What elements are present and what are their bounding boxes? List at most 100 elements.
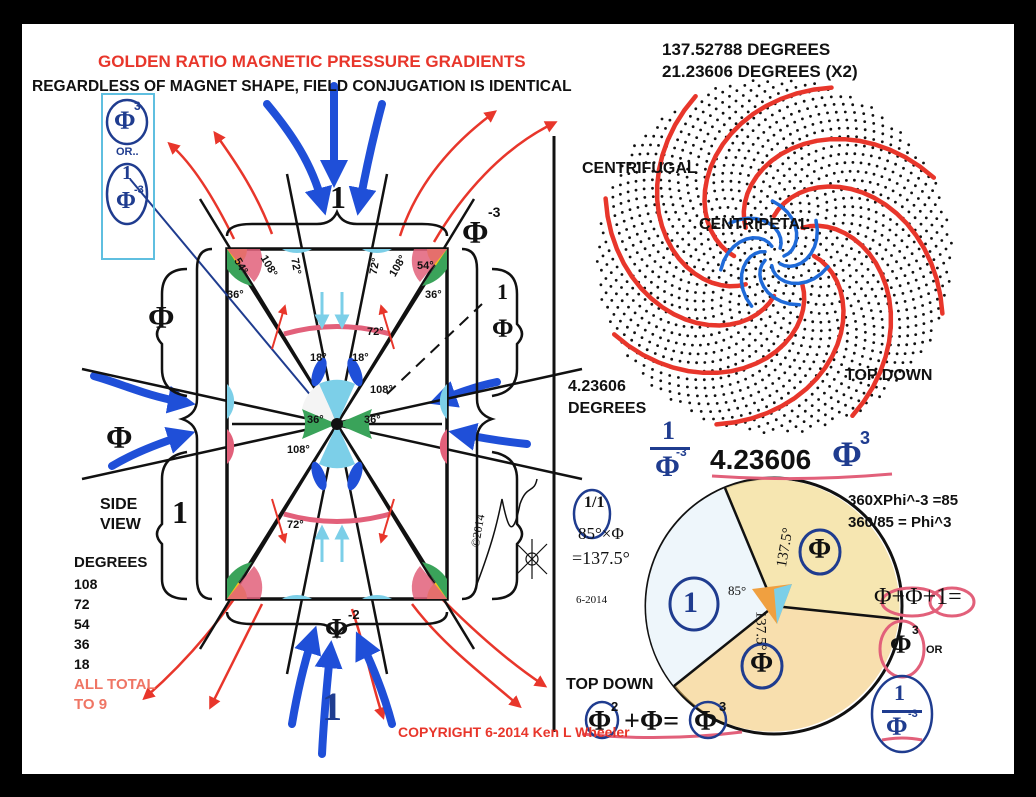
spiral-dot [741, 338, 745, 341]
spiral-dot [729, 335, 733, 339]
spiral-dot [734, 110, 738, 114]
spiral-dot [775, 120, 778, 124]
spiral-dot [648, 340, 652, 344]
spiral-dot [670, 154, 674, 158]
spiral-dot [895, 260, 898, 264]
spiral-dot [690, 409, 693, 413]
spiral-dot [747, 99, 751, 103]
spiral-dot [770, 330, 773, 333]
spiral-dot [880, 140, 884, 144]
spiral-dot [804, 236, 808, 240]
sum-formula: Φ+Φ+1= [874, 584, 962, 610]
spiral-dot [646, 152, 650, 156]
spiral-dot [653, 203, 657, 207]
spiral-dot [786, 232, 790, 236]
spiral-dot [720, 312, 724, 316]
box-den-exp: -3 [134, 184, 144, 196]
spiral-dot [657, 144, 660, 147]
spiral-dot [760, 189, 763, 193]
spiral-dot [859, 215, 863, 219]
spiral-dot [753, 275, 757, 279]
spiral-dot [898, 370, 902, 373]
sum-result-exp: 3 [912, 623, 919, 637]
spiral-dot [710, 306, 714, 310]
spiral-dot [860, 262, 864, 266]
spiral-dot [653, 352, 657, 355]
spiral-dot [819, 242, 822, 246]
spiral-dot [665, 270, 669, 274]
spiral-dot [833, 198, 837, 202]
box-num: 1 [122, 162, 132, 184]
spiral-dot [819, 120, 823, 124]
spiral-dot [803, 327, 807, 331]
spiral-dot [644, 161, 648, 165]
spiral-dot [677, 218, 681, 221]
spiral-dot [919, 350, 923, 353]
spiral-dot [783, 214, 787, 217]
spiral-dot [863, 338, 867, 342]
spiral-dot [668, 261, 672, 265]
spiral-dot [807, 269, 811, 273]
spiral-dot [751, 143, 755, 146]
degrees-item: 108 [74, 576, 98, 592]
spiral-dot [741, 397, 745, 400]
spiral-dot [722, 320, 726, 324]
spiral-dot [737, 189, 741, 193]
pie-region-phi-1: Φ [808, 534, 832, 565]
spiral-dot [752, 116, 756, 120]
spiral-dot [733, 399, 737, 403]
spiral-dot [637, 292, 641, 296]
spiral-dot [634, 179, 638, 183]
spiral-dot [651, 195, 655, 199]
spiral-dot [869, 357, 872, 361]
spiral-dot [906, 281, 910, 285]
spiral-dot [620, 299, 624, 303]
spiral-dot [827, 164, 831, 167]
spiral-dot [640, 222, 644, 226]
spiral-dot [837, 180, 840, 183]
spiral-dot [677, 392, 681, 395]
spiral-dot [836, 370, 840, 374]
spiral-dot [917, 286, 921, 290]
spiral-dot [753, 185, 756, 189]
total-line1: ALL TOTAL [74, 676, 156, 693]
spiral-dot [870, 393, 874, 397]
spiral-dot [888, 228, 892, 232]
spiral-dot [832, 378, 836, 381]
spiral-dot [911, 298, 915, 301]
spiral-dot [696, 352, 700, 356]
left-phi-mid: Φ [106, 419, 133, 455]
spiral-dot [924, 216, 928, 220]
spiral-dot [823, 402, 827, 406]
spiral-dot [834, 206, 838, 210]
spiral-dot [762, 431, 766, 434]
spiral-dot [862, 112, 866, 115]
spiral-dot [863, 373, 867, 377]
spiral-dot [825, 236, 828, 240]
spiral-dot [868, 247, 872, 251]
spiral-dot [784, 274, 787, 278]
spiral-dot [852, 351, 856, 355]
spiral-dot [670, 284, 674, 287]
spiral-dot [928, 301, 932, 304]
spiral-dot [721, 232, 725, 236]
spiral-dot [739, 199, 742, 203]
spiral-dot [762, 269, 766, 272]
spiral-dot [860, 179, 864, 183]
spiral-dot [934, 244, 938, 248]
spiral-dot [724, 281, 728, 284]
spiral-dot [922, 331, 925, 335]
spiral-dot [865, 255, 868, 259]
spiral-dot [712, 255, 716, 259]
spiral-dot [634, 359, 638, 363]
spiral-dot [829, 127, 833, 131]
spiral-dot [883, 167, 887, 171]
spiral-dot [914, 333, 918, 336]
center-angle-4: 36° [364, 414, 381, 426]
spiral-dot [842, 279, 846, 282]
spiral-dot [855, 335, 858, 339]
spiral-dot [745, 277, 748, 281]
spiral-dot [913, 306, 917, 310]
side-view-magnet [81, 82, 583, 758]
spiral-dot [674, 210, 677, 214]
